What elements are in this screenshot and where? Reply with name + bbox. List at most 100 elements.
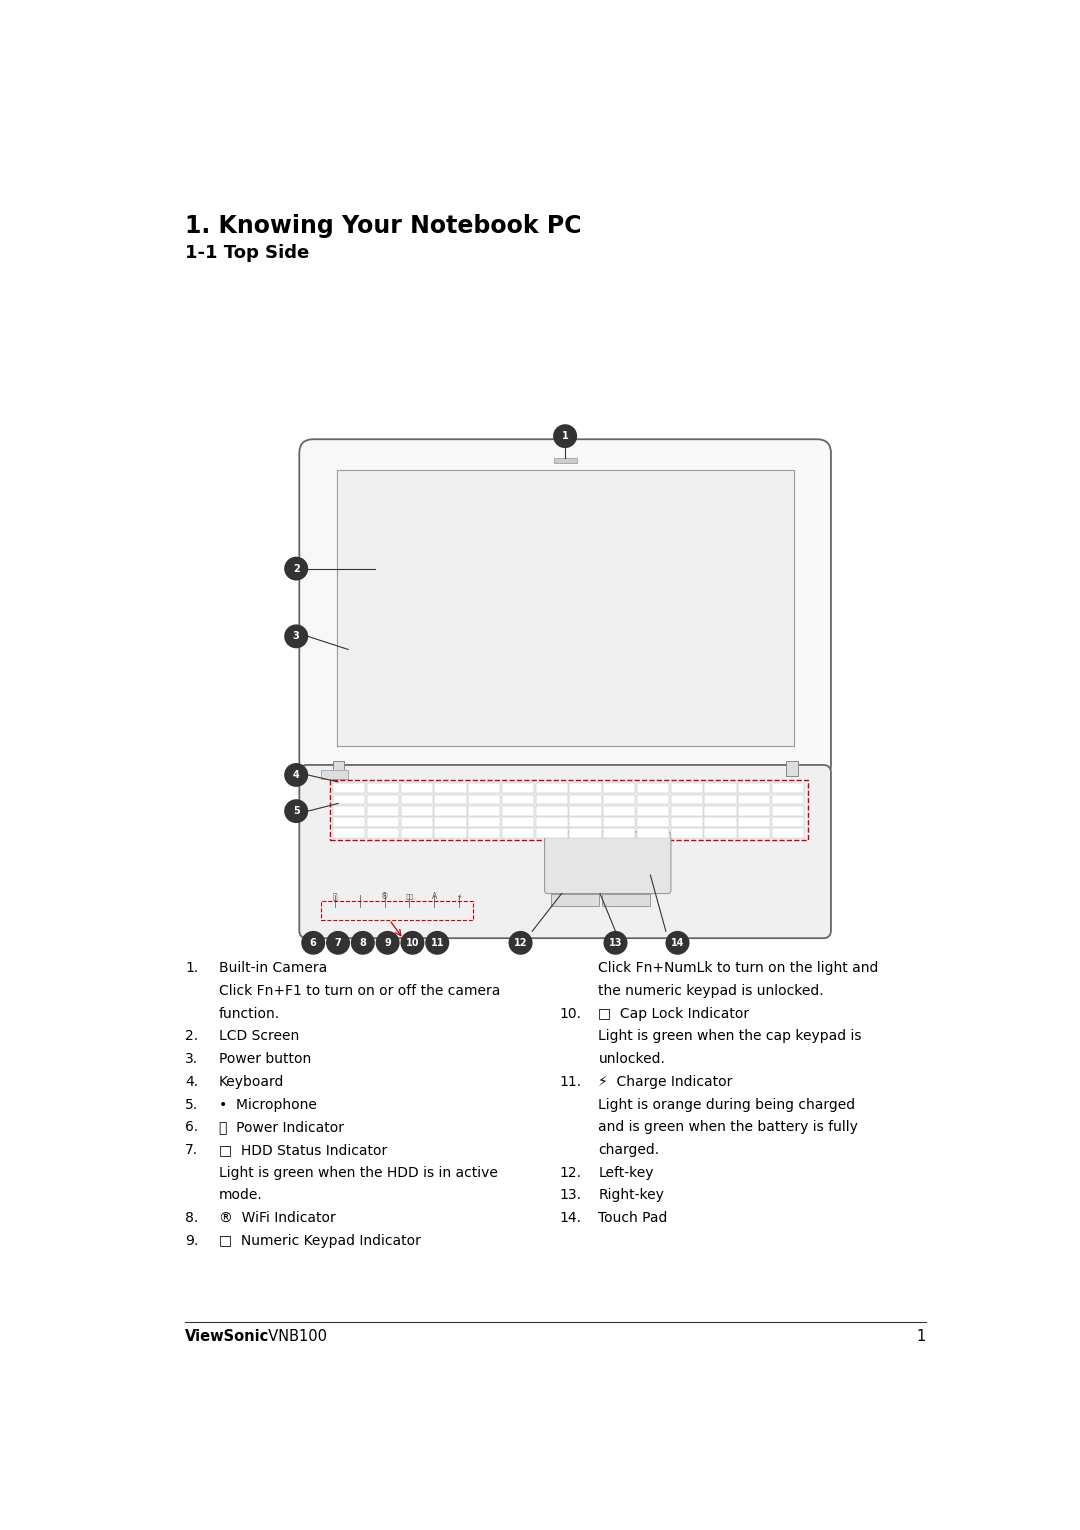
Text: ⚡  Charge Indicator: ⚡ Charge Indicator — [598, 1076, 733, 1089]
Text: 2.: 2. — [186, 1030, 199, 1043]
Circle shape — [509, 930, 532, 955]
Circle shape — [301, 930, 325, 955]
Bar — [603, 806, 635, 815]
Text: 3: 3 — [293, 632, 299, 641]
Circle shape — [553, 424, 577, 448]
Text: □  HDD Status Indicator: □ HDD Status Indicator — [218, 1143, 387, 1157]
Bar — [739, 806, 770, 815]
Bar — [554, 457, 577, 464]
Text: 11: 11 — [431, 938, 444, 947]
Text: 6.: 6. — [186, 1120, 199, 1134]
Circle shape — [376, 930, 400, 955]
Text: 8: 8 — [360, 938, 366, 947]
Text: 5: 5 — [293, 806, 299, 815]
Bar — [569, 817, 602, 826]
Circle shape — [284, 799, 308, 823]
Bar — [569, 806, 602, 815]
Circle shape — [665, 930, 689, 955]
Text: unlocked.: unlocked. — [598, 1053, 665, 1066]
Bar — [637, 828, 670, 838]
Bar — [671, 828, 703, 838]
Bar — [536, 806, 568, 815]
Text: ⏻  Power Indicator: ⏻ Power Indicator — [218, 1120, 343, 1134]
Bar — [434, 783, 467, 793]
Bar — [367, 828, 399, 838]
Text: 7.: 7. — [186, 1143, 199, 1157]
Bar — [772, 828, 805, 838]
Bar — [704, 817, 737, 826]
Bar — [502, 806, 535, 815]
Bar — [367, 783, 399, 793]
Circle shape — [326, 930, 350, 955]
Text: Left-key: Left-key — [598, 1166, 654, 1180]
Bar — [603, 817, 635, 826]
Text: □  Numeric Keypad Indicator: □ Numeric Keypad Indicator — [218, 1233, 420, 1248]
Text: 9: 9 — [384, 938, 391, 947]
Bar — [637, 794, 670, 805]
Bar — [333, 806, 365, 815]
Bar — [468, 794, 500, 805]
Text: 7: 7 — [335, 938, 341, 947]
Bar — [772, 817, 805, 826]
Bar — [367, 817, 399, 826]
Bar — [637, 817, 670, 826]
Bar — [536, 794, 568, 805]
Text: 1-1 Top Side: 1-1 Top Side — [186, 243, 310, 262]
Text: 1: 1 — [916, 1330, 926, 1345]
Circle shape — [351, 930, 375, 955]
Bar — [536, 783, 568, 793]
Text: Click Fn+F1 to turn on or off the camera: Click Fn+F1 to turn on or off the camera — [218, 984, 500, 998]
Circle shape — [604, 930, 627, 955]
Text: Right-key: Right-key — [598, 1189, 664, 1203]
Bar — [502, 817, 535, 826]
Bar — [401, 794, 433, 805]
Bar — [603, 794, 635, 805]
Bar — [468, 828, 500, 838]
Text: ⚡: ⚡ — [456, 892, 461, 901]
Bar — [704, 806, 737, 815]
Bar — [333, 828, 365, 838]
Bar — [637, 806, 670, 815]
Text: Light is green when the cap keypad is: Light is green when the cap keypad is — [598, 1030, 862, 1043]
Text: 2: 2 — [293, 563, 299, 574]
Text: 6: 6 — [310, 938, 316, 947]
Bar — [502, 783, 535, 793]
Text: 5.: 5. — [186, 1097, 199, 1112]
Bar — [603, 828, 635, 838]
Text: ®  WiFi Indicator: ® WiFi Indicator — [218, 1212, 336, 1226]
Bar — [333, 794, 365, 805]
Text: mode.: mode. — [218, 1189, 262, 1203]
Text: 12: 12 — [514, 938, 527, 947]
Bar — [739, 783, 770, 793]
FancyBboxPatch shape — [299, 765, 831, 938]
Bar — [671, 806, 703, 815]
Bar — [739, 794, 770, 805]
Bar — [739, 828, 770, 838]
Text: A: A — [432, 892, 436, 901]
Text: 14: 14 — [671, 938, 685, 947]
Text: the numeric keypad is unlocked.: the numeric keypad is unlocked. — [598, 984, 824, 998]
Text: Built-in Camera: Built-in Camera — [218, 961, 327, 975]
Text: □: □ — [406, 892, 413, 901]
Bar — [671, 817, 703, 826]
Bar — [786, 760, 798, 777]
Text: 10.: 10. — [559, 1007, 582, 1021]
Bar — [739, 817, 770, 826]
Bar — [603, 783, 635, 793]
Bar — [536, 828, 568, 838]
Bar — [330, 780, 808, 840]
Text: □  Cap Lock Indicator: □ Cap Lock Indicator — [598, 1007, 750, 1021]
Bar — [333, 783, 365, 793]
Text: 4.: 4. — [186, 1076, 199, 1089]
Text: 13.: 13. — [559, 1189, 582, 1203]
Bar — [321, 770, 348, 779]
Bar — [321, 901, 473, 920]
Bar — [434, 817, 467, 826]
Text: 1.: 1. — [186, 961, 199, 975]
Text: ®: ® — [381, 892, 389, 901]
Bar — [337, 470, 794, 745]
Bar — [401, 783, 433, 793]
Text: VNB100: VNB100 — [259, 1330, 327, 1345]
Bar — [569, 828, 602, 838]
Text: Light is green when the HDD is in active: Light is green when the HDD is in active — [218, 1166, 498, 1180]
